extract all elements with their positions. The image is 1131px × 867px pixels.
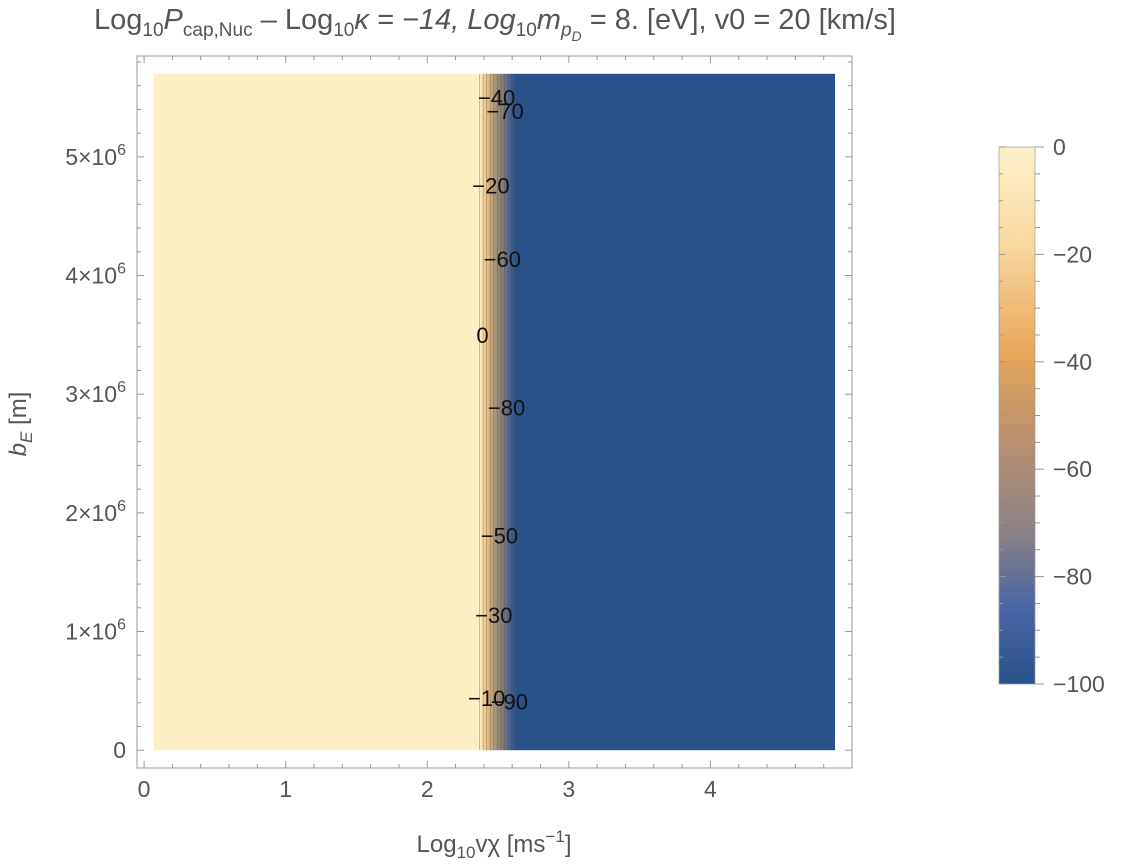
colorbar-tick-label: 0	[1053, 134, 1066, 160]
contour-lines	[479, 73, 516, 751]
colorbar-tick-label: −60	[1053, 456, 1092, 482]
colorbar-tick-label: −80	[1053, 564, 1092, 590]
chart-title: Log10Pcap,Nuc – Log10κ = −14, Log10mpD =…	[94, 4, 896, 44]
contour-label: −60	[484, 247, 521, 272]
y-tick-label: 3×106	[65, 379, 126, 407]
x-tick-label: 0	[138, 776, 151, 802]
y-tick-label: 2×106	[65, 498, 126, 526]
contour-labels: −40−70 −20 −60 0 −80 −50 −30 −10−90	[468, 86, 528, 715]
x-tick-label: 2	[421, 776, 434, 802]
x-axis-label: Log10vχ [ms−1]	[417, 827, 572, 862]
contour-label: −10	[468, 686, 505, 711]
y-tick-label: 5×106	[65, 142, 126, 170]
contour-label: −80	[488, 395, 525, 420]
y-tick-label: 0	[113, 737, 126, 763]
region-low-value	[515, 73, 836, 751]
contour-label: 0	[476, 323, 488, 348]
y-tick-label: 1×106	[65, 617, 126, 645]
axis-ticks	[137, 56, 853, 768]
x-tick-labels: 0 1 2 3 4	[138, 776, 717, 802]
colorbar-tick-label: −20	[1053, 241, 1092, 267]
x-tick-label: 4	[704, 776, 717, 802]
colorbar-tick-label: −100	[1053, 671, 1105, 697]
x-tick-label: 3	[562, 776, 575, 802]
colorbar-tick-label: −40	[1053, 349, 1092, 375]
plot-frame	[136, 55, 853, 769]
contour-label: −20	[472, 174, 509, 199]
contour-label: −70	[486, 99, 523, 124]
y-tick-labels: 0 1×106 2×106 3×106 4×106 5×106	[65, 142, 126, 763]
contour-label: −40	[478, 86, 515, 111]
contour-label: −30	[475, 603, 512, 628]
contour-label: −50	[481, 524, 518, 549]
region-high-value	[153, 73, 480, 751]
colorbar-ticks: 0 −20 −40 −60 −80 −100	[999, 134, 1105, 697]
y-axis-label: bE [m]	[5, 392, 36, 457]
y-tick-label: 4×106	[65, 261, 126, 289]
contour-label: −90	[491, 690, 528, 715]
colorbar	[998, 146, 1036, 685]
x-tick-label: 1	[279, 776, 292, 802]
